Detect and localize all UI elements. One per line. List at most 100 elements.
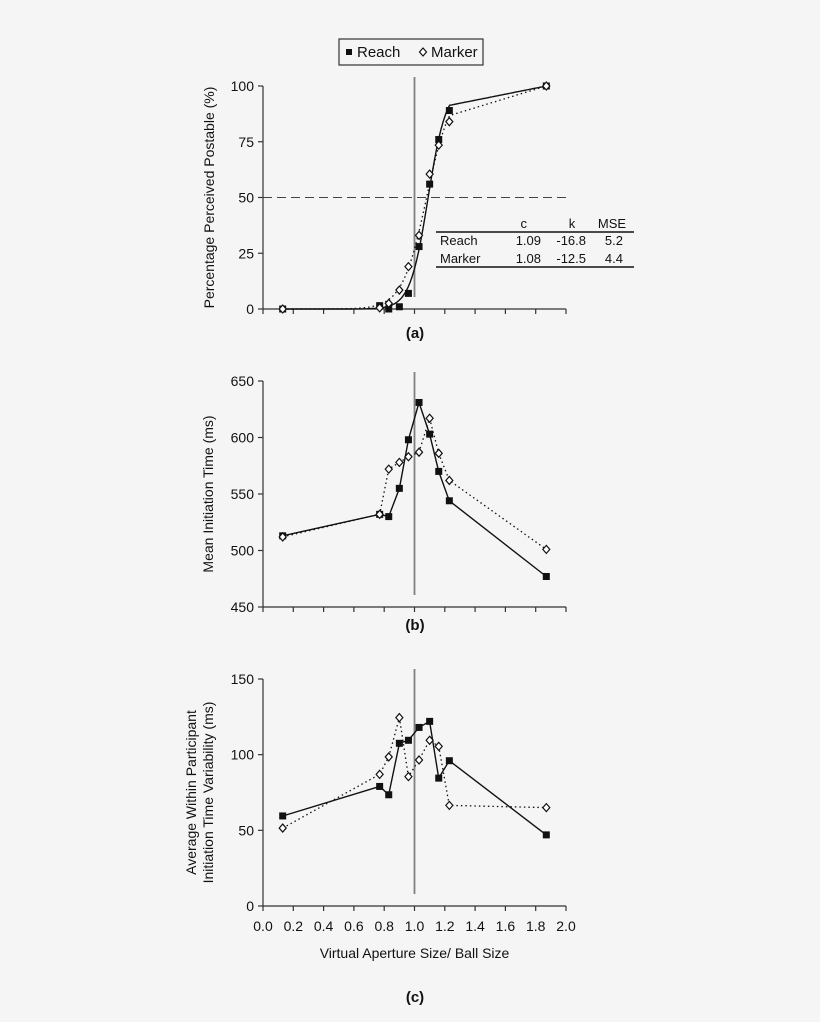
y-tick-label: 450 xyxy=(231,599,255,615)
data-point-square xyxy=(404,436,412,444)
x-tick-label: 0.6 xyxy=(344,918,364,934)
data-point-diamond xyxy=(404,261,413,272)
series-line-marker xyxy=(282,415,547,550)
y-tick-label: 500 xyxy=(231,543,255,559)
data-point-diamond xyxy=(445,116,454,127)
data-point-square xyxy=(415,243,423,251)
x-tick-label: 0.8 xyxy=(374,918,394,934)
data-point-diamond xyxy=(404,451,413,462)
table-row-label: Marker xyxy=(440,251,481,266)
open-diamond-icon xyxy=(418,47,428,57)
panel-label: (a) xyxy=(406,325,424,342)
table-cell-k: -12.5 xyxy=(556,251,586,266)
y-tick-label: 100 xyxy=(231,747,255,763)
data-point-diamond xyxy=(425,735,434,746)
data-point-diamond xyxy=(445,475,454,486)
table-header-c: c xyxy=(521,216,528,231)
data-point-diamond xyxy=(375,769,384,780)
series-marker xyxy=(278,413,551,555)
data-point-square xyxy=(542,831,550,839)
x-tick-label: 1.4 xyxy=(465,918,485,934)
y-tick-label: 0 xyxy=(246,301,254,317)
data-point-diamond xyxy=(434,448,444,459)
data-point-square xyxy=(385,791,393,799)
x-tick-label: 1.0 xyxy=(405,918,425,934)
y-axis-title: Mean Initiation Time (ms) xyxy=(200,415,216,572)
data-point-diamond xyxy=(425,169,434,179)
data-point-diamond xyxy=(414,755,424,765)
data-point-diamond xyxy=(445,800,454,811)
data-point-diamond xyxy=(395,457,404,468)
series-line-reach xyxy=(282,85,547,310)
data-point-square xyxy=(415,398,423,406)
legend: Reach Marker xyxy=(338,38,484,66)
y-tick-label: 25 xyxy=(238,245,254,261)
data-point-square xyxy=(435,467,443,475)
data-point-diamond xyxy=(395,712,404,723)
x-tick-label: 1.8 xyxy=(526,918,546,934)
x-tick-label: 2.0 xyxy=(556,918,576,934)
table-cell-c: 1.09 xyxy=(516,233,541,248)
data-point-diamond xyxy=(278,532,287,542)
table-cell-k: -16.8 xyxy=(556,233,586,248)
data-point-diamond xyxy=(395,285,404,295)
data-point-square xyxy=(542,572,550,580)
panel-b: 450 500 550 600 650 Mean Initiation Time (ms)… xyxy=(200,372,567,634)
y-tick-label: 550 xyxy=(231,486,255,502)
x-tick-label: 0.0 xyxy=(253,918,273,934)
data-point-diamond xyxy=(375,302,384,313)
y-tick-label: 50 xyxy=(238,190,254,206)
data-point-square xyxy=(395,739,403,747)
y-tick-label: 0 xyxy=(246,898,254,914)
data-point-diamond xyxy=(414,447,424,458)
y-axis-title-line1: Average Within Participant xyxy=(183,710,199,875)
series-marker xyxy=(278,81,551,314)
legend-label-marker: Marker xyxy=(431,44,478,61)
y-tick-label: 100 xyxy=(231,78,255,94)
data-point-square xyxy=(376,782,384,790)
fit-parameter-table: c k MSE Reach 1.09 -16.8 5.2 Marker 1.08 -12.5 4.4 xyxy=(436,216,634,268)
y-tick-label: 150 xyxy=(231,671,255,687)
data-point-diamond xyxy=(542,802,551,813)
table-row-label: Reach xyxy=(440,233,478,248)
table-header-k: k xyxy=(569,216,576,231)
data-point-diamond xyxy=(384,752,394,762)
y-axis-title-line2: Initiation Time Variability (ms) xyxy=(200,702,216,884)
data-point-diamond xyxy=(542,544,551,555)
data-point-square xyxy=(426,430,434,438)
data-point-square xyxy=(404,289,412,297)
y-tick-label: 650 xyxy=(231,373,255,389)
y-tick-label: 50 xyxy=(238,822,254,838)
data-point-square xyxy=(404,736,412,744)
table-cell-mse: 4.4 xyxy=(605,251,623,266)
x-tick-label: 1.6 xyxy=(496,918,516,934)
data-point-diamond xyxy=(425,413,434,424)
filled-square-icon xyxy=(346,49,352,55)
panel-a: 0 25 50 75 100 Percentage Perceived Postable … xyxy=(201,77,634,342)
x-tick-label: 1.2 xyxy=(435,918,455,934)
data-point-diamond xyxy=(434,741,444,752)
data-point-square xyxy=(435,136,443,144)
panel-label: (c) xyxy=(406,989,424,1006)
x-tick-label: 0.2 xyxy=(284,918,304,934)
data-point-diamond xyxy=(434,140,444,151)
data-point-diamond xyxy=(404,771,413,782)
panel-label: (b) xyxy=(405,617,424,634)
x-axis-title: Virtual Aperture Size/ Ball Size xyxy=(320,945,510,961)
table-cell-mse: 5.2 xyxy=(605,233,623,248)
data-point-square xyxy=(445,107,453,115)
data-point-square xyxy=(385,305,393,313)
data-point-diamond xyxy=(384,298,394,309)
y-tick-label: 600 xyxy=(231,430,255,446)
data-point-square xyxy=(415,723,423,731)
panel-c: 0 50 100 150 0.0 0.2 0.4 0.6 0.8 1.0 1.2 1.4 1.6 1.8 2… xyxy=(183,669,576,1006)
table-cell-c: 1.08 xyxy=(516,251,541,266)
data-point-diamond xyxy=(278,823,287,833)
data-point-square xyxy=(445,497,453,505)
series-marker xyxy=(278,712,551,833)
data-point-square xyxy=(395,303,403,311)
series-line-reach xyxy=(282,720,547,836)
x-tick-label: 0.4 xyxy=(314,918,334,934)
series-line-reach xyxy=(282,400,547,578)
